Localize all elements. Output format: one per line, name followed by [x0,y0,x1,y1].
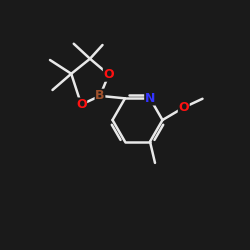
Text: O: O [178,101,189,114]
Text: O: O [104,68,114,81]
Text: B: B [95,89,105,102]
Text: N: N [145,92,155,105]
Text: O: O [76,98,86,111]
